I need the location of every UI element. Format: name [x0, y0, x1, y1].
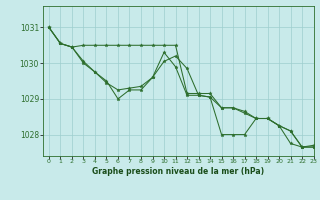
X-axis label: Graphe pression niveau de la mer (hPa): Graphe pression niveau de la mer (hPa) — [92, 167, 264, 176]
